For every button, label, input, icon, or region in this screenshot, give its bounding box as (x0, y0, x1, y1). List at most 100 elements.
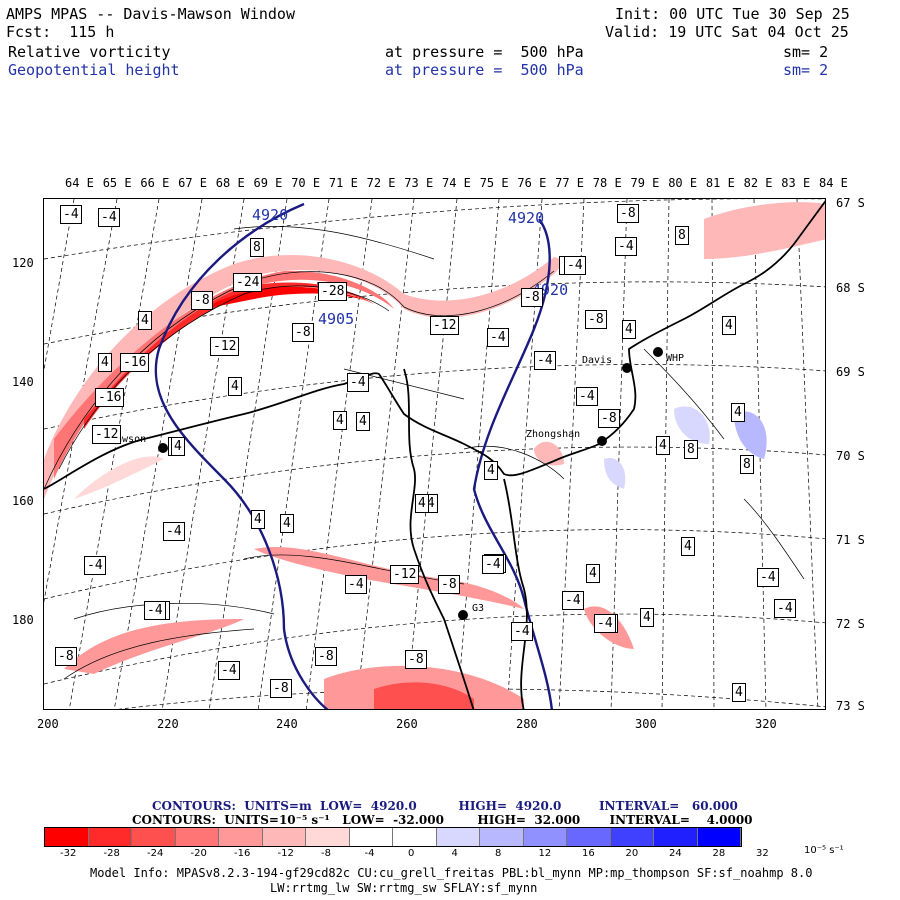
x-tick-label: 240 (276, 717, 298, 731)
contour-value-box: -8 (438, 575, 460, 594)
contour-value-box: -4 (564, 256, 586, 275)
longitude-label: 69 E (253, 176, 283, 190)
contour-value-box: 4 (138, 311, 152, 330)
colorbar-swatch (610, 828, 654, 846)
x-tick-label: 280 (516, 717, 538, 731)
colorbar-swatch (349, 828, 393, 846)
latitude-label: 73 S (836, 699, 865, 713)
x-tick-label: 260 (396, 717, 418, 731)
y-tick-label: 120 (12, 256, 34, 270)
contour-value-box: -4 (562, 591, 584, 610)
station-davis: Davis (582, 355, 613, 366)
longitude-label: 65 E (102, 176, 132, 190)
contour-value-box: 4 (731, 403, 745, 422)
contour-value-box: -8 (617, 204, 639, 223)
contour-value-box: -8 (55, 647, 77, 666)
colorbar-label: -4 (364, 848, 375, 859)
contour-value-box: 4 (251, 510, 265, 529)
colorbar-label: -20 (190, 848, 207, 859)
colorbar-label: 20 (625, 848, 639, 859)
colorbar-swatch (262, 828, 306, 846)
valid-time: Valid: 19 UTC Sat 04 Oct 25 (605, 23, 849, 41)
y-tick-label: 180 (12, 613, 34, 627)
latitude-label: 71 S (836, 533, 865, 547)
colorbar (44, 827, 742, 847)
station-whp: WHP (666, 353, 685, 364)
contour-value-box: -4 (345, 575, 367, 594)
smooth-geopotential: sm= 2 (783, 61, 829, 79)
contour-value-box: -12 (390, 565, 420, 584)
contour-value-box: -12 (210, 337, 240, 356)
longitude-label: 68 E (215, 176, 245, 190)
model-info-line2: LW:rrtmg_lw SW:rrtmg_sw SFLAY:sf_mynn (270, 881, 538, 895)
contour-value-box: 4 (98, 353, 112, 372)
contour-value-box: -4 (534, 351, 556, 370)
colorbar-swatch (567, 828, 611, 846)
contour-value-box: -12 (92, 425, 122, 444)
colorbar-swatch (88, 828, 132, 846)
contour-value-box: 8 (250, 238, 264, 257)
contour-value-box: 4 (228, 377, 242, 396)
contour-value-box: -4 (594, 614, 616, 633)
colorbar-swatch (132, 828, 176, 846)
forecast-hour: Fcst: 115 h (6, 23, 115, 41)
colorbar-swatch (480, 828, 524, 846)
field-geopotential: Geopotential height (8, 61, 180, 79)
contour-value-box: -8 (521, 288, 543, 307)
colorbar-swatch (175, 828, 219, 846)
contour-value-box: -4 (615, 237, 637, 256)
vorticity-contour-info: CONTOURS: UNITS=10⁻⁵ s⁻¹ LOW= -32.000 HI… (132, 813, 753, 827)
contour-value-box: 4 (356, 412, 370, 431)
latitude-label: 69 S (836, 365, 865, 379)
level-geopotential: at pressure = 500 hPa (385, 61, 584, 79)
contour-value-box: -4 (98, 208, 120, 227)
y-tick-label: 160 (12, 494, 34, 508)
longitude-label: 76 E (517, 176, 547, 190)
x-tick-label: 200 (37, 717, 59, 731)
contour-value-box: 4 (333, 411, 347, 430)
colorbar-swatch (393, 828, 437, 846)
contour-value-box: -16 (95, 388, 125, 407)
contour-value-box: -8 (585, 310, 607, 329)
contour-value-box: 8 (675, 226, 689, 245)
contour-value-box: -8 (191, 291, 213, 310)
colorbar-swatch (45, 828, 89, 846)
contour-value-box: 4 (681, 537, 695, 556)
longitude-label: 66 E (140, 176, 170, 190)
y-tick-label: 140 (12, 375, 34, 389)
contour-value-box: -4 (757, 568, 779, 587)
contour-value-box: 4 (586, 564, 600, 583)
contour-value-box: 4 (484, 461, 498, 480)
colorbar-swatch (523, 828, 567, 846)
station-g3: G3 (472, 603, 485, 614)
colorbar-label: -24 (147, 848, 164, 859)
latitude-label: 70 S (836, 449, 865, 463)
contour-value-box: -8 (405, 650, 427, 669)
longitude-label: 84 E (819, 176, 848, 190)
contour-value-box: 4 (280, 514, 294, 533)
colorbar-label: 0 (408, 848, 415, 859)
longitude-label: 78 E (592, 176, 622, 190)
contour-value-box: -4 (576, 387, 598, 406)
station-mawson: Mawson (110, 434, 147, 445)
contour-value-box: 4 (415, 494, 429, 513)
contour-value-box: 4 (656, 436, 670, 455)
colorbar-label: -16 (234, 848, 251, 859)
longitude-label: 64 E (65, 176, 94, 190)
latitude-label: 67 S (836, 196, 865, 210)
contour-value-box: -4 (218, 661, 240, 680)
colorbar-swatch (219, 828, 263, 846)
longitude-label: 81 E (705, 176, 735, 190)
colorbar-label: -8 (321, 848, 331, 859)
x-tick-label: 220 (157, 717, 179, 731)
colorbar-swatch (436, 828, 480, 846)
contour-value-box: -4 (60, 205, 82, 224)
longitude-label: 67 E (178, 176, 207, 190)
model-info-line1: Model Info: MPASv8.2.3-194-gf29cd82c CU:… (90, 866, 813, 880)
contour-value-box: 8 (684, 440, 698, 459)
contour-value-box: -4 (84, 556, 106, 575)
contour-value-box: -4 (511, 622, 533, 641)
contour-value-box: -8 (598, 409, 620, 428)
field-vorticity: Relative vorticity (8, 43, 171, 61)
